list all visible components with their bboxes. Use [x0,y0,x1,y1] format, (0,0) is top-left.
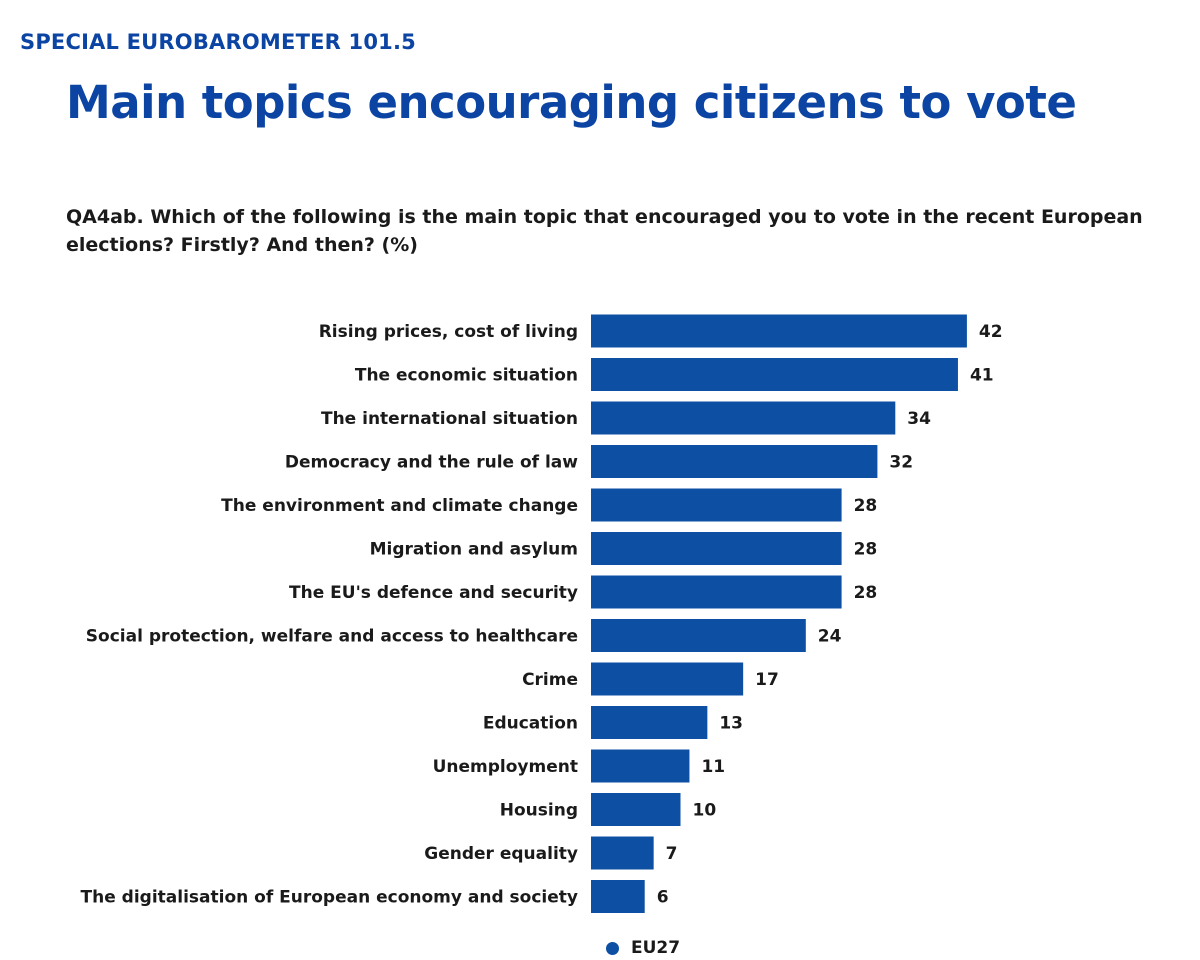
bar [591,836,654,870]
bar [591,488,842,522]
bar [591,619,806,652]
bar [591,793,681,826]
value-label: 10 [693,801,717,821]
report-kicker: SPECIAL EUROBAROMETER 101.5 [20,30,416,54]
bar [591,880,645,913]
legend: EU27 [606,936,680,960]
bar [591,749,690,783]
bar [591,532,842,565]
bar [591,706,708,739]
category-label: Social protection, welfare and access to… [86,627,578,647]
category-label: Democracy and the rule of law [285,453,578,473]
category-label: The digitalisation of European economy a… [81,888,578,908]
value-label: 34 [907,409,931,429]
value-label: 41 [970,366,994,386]
category-label: Unemployment [433,757,578,777]
bar [591,662,744,696]
bar [591,314,967,348]
category-label: The environment and climate change [221,496,578,516]
value-label: 7 [666,844,678,864]
bar [591,445,878,478]
category-label: Migration and asylum [370,540,578,560]
page-title: Main topics encouraging citizens to vote [66,76,1077,129]
bar [591,358,958,391]
value-label: 32 [889,453,913,473]
category-label: The international situation [321,409,578,429]
value-label: 28 [854,496,878,516]
legend-label-eu27: EU27 [631,938,681,958]
value-label: 42 [979,322,1003,342]
category-label: The EU's defence and security [289,583,578,603]
category-label: Housing [500,801,578,821]
value-label: 28 [854,583,878,603]
bar [591,401,896,435]
category-label: Education [483,714,578,734]
value-label: 17 [755,670,779,690]
value-label: 24 [818,627,842,647]
value-label: 6 [657,888,669,908]
value-label: 11 [701,757,725,777]
value-label: 13 [719,714,743,734]
category-label: The economic situation [355,366,578,386]
survey-question: QA4ab. Which of the following is the mai… [66,206,1143,256]
category-label: Rising prices, cost of living [319,322,578,342]
bar [591,575,842,609]
category-label: Crime [522,670,578,690]
legend-marker-eu27 [606,941,619,955]
value-label: 28 [854,540,878,560]
category-label: Gender equality [424,844,578,864]
